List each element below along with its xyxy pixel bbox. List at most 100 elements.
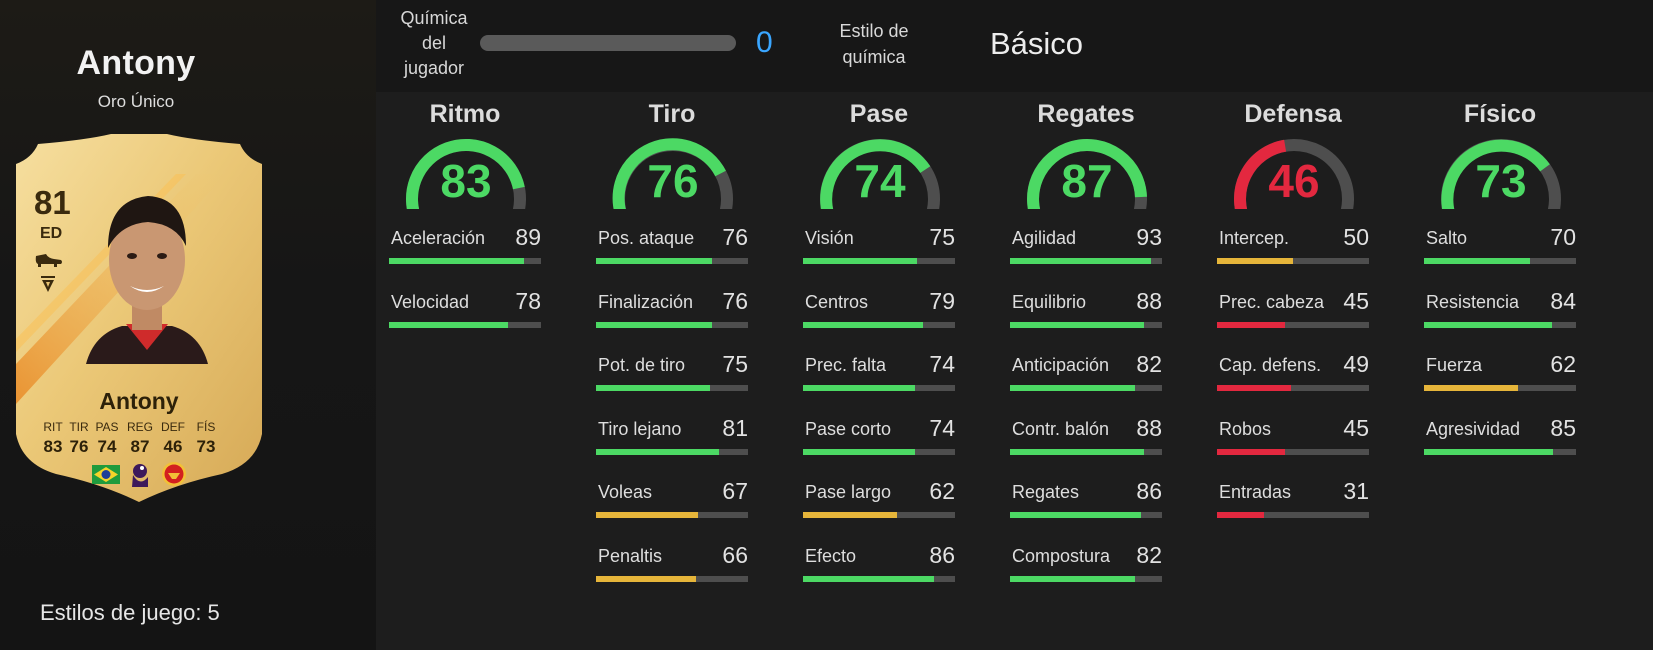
stat-name: Aceleración [391, 228, 486, 248]
gauge-fill [1234, 139, 1287, 209]
attribute-column-pase[interactable]: Pase 74 Visión 75 Centros 79 Prec. falta 74 Pase… [803, 92, 955, 650]
stat-bar-fill [803, 385, 916, 391]
gauge-arc [1027, 139, 1147, 209]
chemistry-bar: Química del jugador 0 Estilo de química … [376, 0, 1653, 92]
gauge-fill [1027, 139, 1147, 209]
stat-name: Finalización [598, 291, 694, 312]
attribute-column-defensa[interactable]: Defensa 46 Intercep. 50 Prec. cabeza 45 Cap. d… [1217, 92, 1369, 650]
stat-name: Prec. falta [805, 355, 887, 375]
stat-name: Prec. cabeza [1219, 291, 1325, 312]
stat-value: 79 [929, 287, 955, 314]
stat-bar-track [596, 385, 748, 391]
stat-value: 31 [1343, 478, 1369, 504]
gauge-arc [1234, 139, 1354, 209]
category-value: 74 [854, 155, 906, 207]
player-chemistry-label: Química del jugador [390, 6, 478, 81]
attribute-column-ritmo[interactable]: Ritmo 83 Aceleración 89 Velocidad 78 [389, 92, 541, 650]
stat-bar-fill [803, 575, 934, 582]
stat-name: Equilibrio [1012, 291, 1087, 312]
stat-name: Pase largo [805, 482, 892, 502]
stat-bar-track [596, 258, 748, 264]
stat-value: 66 [722, 541, 748, 568]
stat-bar-fill [1010, 512, 1141, 518]
stat-value: 82 [1136, 351, 1162, 377]
chemistry-progress-bar [480, 35, 736, 51]
chemistry-style-value[interactable]: Básico [990, 26, 1084, 61]
player-info-panel: Antony Oro Único [0, 0, 376, 650]
category-title: Regates [1037, 100, 1135, 128]
attribute-column-tiro[interactable]: Tiro 76 Pos. ataque 76 Finalización 76 Pot. de… [596, 92, 748, 650]
card-player-name: Antony [99, 388, 179, 414]
stat-bar-track [1424, 258, 1576, 264]
card-position: ED [40, 225, 63, 242]
attribute-column-físico[interactable]: Físico 73 Salto 70 Resistencia 84 Fuerza 62 Agre… [1424, 92, 1576, 650]
stat-bar-fill [596, 512, 698, 518]
stat-bar-track [389, 321, 541, 328]
stat-name: Agilidad [1012, 228, 1077, 248]
boot-icon [35, 254, 62, 267]
stat-name: Agresividad [1426, 418, 1521, 439]
player-card[interactable]: 81 ED Antony [16, 134, 262, 502]
stat-bar-track [596, 321, 748, 328]
stat-bar-track [803, 512, 955, 518]
stat-bar-fill [596, 575, 697, 582]
player-name: Antony [76, 44, 196, 82]
stat-bar-track [803, 321, 955, 328]
stat-name: Efecto [805, 545, 857, 566]
stat-bar-track [1424, 448, 1576, 455]
stat-name: Anticipación [1012, 355, 1110, 375]
stat-bar-fill [1010, 448, 1144, 455]
playstyles-count[interactable]: Estilos de juego: 5 [40, 600, 220, 625]
stat-value: 45 [1343, 414, 1369, 441]
card-stat-abbr: RIT [43, 420, 63, 434]
card-version: Oro Único [97, 92, 175, 111]
stat-bar-fill [1217, 448, 1286, 455]
stat-bar-fill [1424, 448, 1554, 455]
stat-bar-fill [1424, 385, 1519, 391]
category-title: Defensa [1244, 100, 1342, 128]
card-stat-abbr: TIR [69, 420, 89, 434]
card-stat-value: 73 [196, 437, 216, 456]
card-stat-abbr: DEF [161, 420, 185, 434]
stat-bar-fill [1010, 385, 1135, 391]
stat-name: Pos. ataque [598, 228, 695, 248]
gauge-arc [820, 139, 940, 209]
attribute-column-regates[interactable]: Regates 87 Agilidad 93 Equilibrio 88 Anticipac… [1010, 92, 1162, 650]
stat-bar-fill [389, 258, 525, 264]
stat-value: 82 [1136, 541, 1162, 568]
category-gauge: 87 [1022, 134, 1152, 209]
stat-name: Fuerza [1426, 355, 1483, 375]
category-value: 83 [440, 155, 492, 207]
stat-value: 85 [1550, 414, 1576, 441]
stat-name: Pot. de tiro [598, 355, 686, 375]
stat-bar-fill [1217, 385, 1292, 391]
category-gauge: 46 [1229, 134, 1359, 209]
category-value: 87 [1061, 155, 1113, 207]
card-stat-value: 76 [69, 437, 89, 456]
card-stat: TIR 76 [64, 420, 94, 457]
stat-value: 62 [929, 478, 955, 504]
stat-bar-fill [596, 385, 710, 391]
stat-name: Visión [805, 228, 854, 248]
stat-bar-track [1010, 448, 1162, 455]
card-stat: DEF 46 [158, 420, 188, 457]
stat-bar-track [803, 448, 955, 455]
stat-bar-track [1217, 321, 1369, 328]
stat-bar-fill [803, 321, 924, 328]
category-gauge: 73 [1436, 134, 1566, 209]
stat-bar-fill [596, 448, 720, 455]
stat-value: 75 [929, 224, 955, 250]
card-stat-value: 46 [163, 437, 183, 456]
stat-value: 49 [1343, 351, 1369, 377]
stat-bar-fill [1217, 258, 1293, 264]
stat-name: Intercep. [1219, 228, 1290, 248]
stat-bar-fill [1424, 321, 1552, 328]
stat-bar-track [596, 575, 748, 582]
stat-value: 81 [722, 414, 748, 441]
category-value: 46 [1268, 155, 1320, 207]
category-gauge: 76 [608, 134, 738, 209]
category-title: Físico [1463, 100, 1537, 128]
chemistry-style-label-line: química [842, 47, 906, 67]
card-stat: REG 87 [125, 420, 155, 457]
